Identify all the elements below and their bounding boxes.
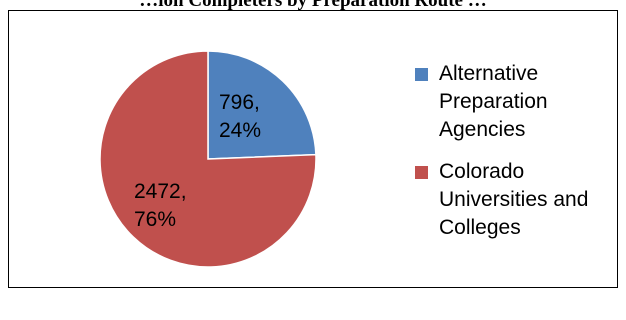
data-label-colorado-universities: 2472, 76% [134,178,187,234]
legend-label-line: Colleges [439,216,521,239]
legend-swatch [415,166,428,179]
legend-label-line: Preparation [439,90,548,113]
pie-slice-alternative-preparation [207,50,317,160]
legend-label-line: Alternative [439,62,539,85]
data-label-value: 2472, [134,180,187,203]
legend-label-line: Universities and [439,188,589,211]
legend-entry-colorado-universities: Colorado Universities and Colleges [415,158,625,242]
data-label-percent: 76% [134,208,177,231]
legend-label-line: Agencies [439,118,526,141]
legend-entry-alternative-preparation: Alternative Preparation Agencies [415,60,625,144]
legend-swatch [415,68,428,81]
data-label-alternative-preparation: 796, 24% [219,89,261,145]
pie-slice-colorado-universities [99,50,317,268]
chart-title: …ion Completers by Preparation Route … [139,0,487,11]
legend-label-line: Colorado [439,160,525,183]
data-label-value: 796, [219,91,260,114]
legend: Alternative Preparation Agencies Colorad… [415,60,625,256]
chart-area-border [8,10,618,288]
data-label-percent: 24% [219,119,262,142]
